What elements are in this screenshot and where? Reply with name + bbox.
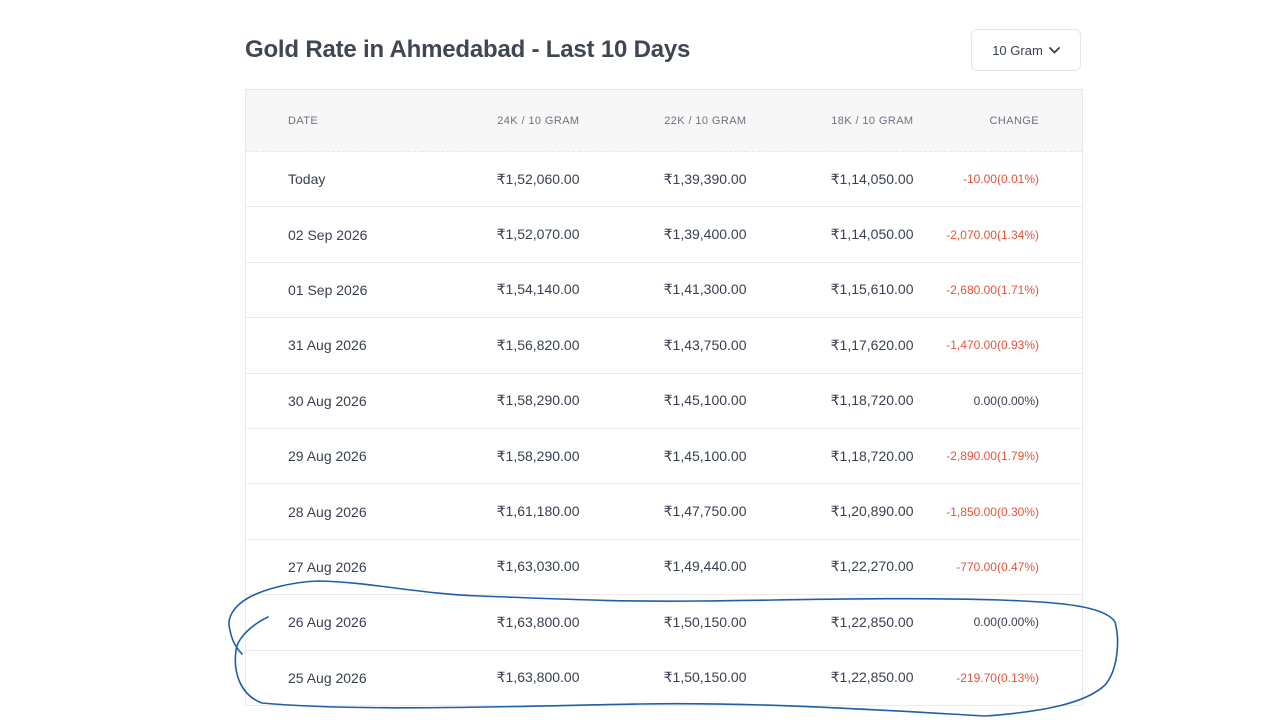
chevron-down-icon (1048, 46, 1060, 54)
table-row: 27 Aug 2026 ₹1,63,030.00 ₹1,49,440.00 ₹1,22… (245, 539, 1083, 595)
row-rate-22k: ₹1,50,150.00 (663, 613, 747, 630)
row-rate-22k: ₹1,41,300.00 (663, 281, 747, 298)
table-row: 25 Aug 2026 ₹1,63,800.00 ₹1,50,150.00 ₹1,22… (245, 650, 1083, 706)
row-change: -219.70(0.13%) (913, 650, 1083, 706)
row-date: 26 Aug 2026 (245, 594, 421, 651)
row-rate-18k: ₹1,22,270.00 (830, 558, 914, 575)
row-change: -2,890.00(1.79%) (913, 428, 1083, 484)
row-rate-24k: ₹1,63,030.00 (496, 558, 580, 575)
row-rate-24k: ₹1,63,800.00 (496, 613, 580, 630)
row-date: 30 Aug 2026 (245, 373, 421, 429)
row-rate-24k: ₹1,54,140.00 (496, 281, 580, 298)
row-rate-24k: ₹1,61,180.00 (496, 503, 580, 520)
row-rate-24k: ₹1,63,800.00 (496, 669, 580, 686)
table-row: 01 Sep 2026 ₹1,54,140.00 ₹1,41,300.00 ₹1,15… (245, 262, 1083, 318)
row-change: 0.00(0.00%) (913, 594, 1083, 651)
row-rate-18k: ₹1,14,050.00 (830, 226, 914, 243)
unit-select-dropdown[interactable]: 10 Gram (971, 29, 1081, 71)
row-date: 28 Aug 2026 (245, 483, 421, 540)
column-header-22k: 22K / 10 GRAM (579, 89, 747, 152)
unit-select-value: 10 Gram (992, 42, 1043, 58)
row-rate-18k: ₹1,14,050.00 (830, 170, 914, 187)
row-change: 0.00(0.00%) (913, 373, 1083, 429)
row-date: 02 Sep 2026 (245, 206, 421, 263)
table-row: 26 Aug 2026 ₹1,63,800.00 ₹1,50,150.00 ₹1,22… (245, 594, 1083, 651)
row-date: Today (245, 151, 421, 207)
row-rate-22k: ₹1,50,150.00 (663, 669, 747, 686)
page-title: Gold Rate in Ahmedabad - Last 10 Days (245, 36, 691, 63)
row-rate-24k: ₹1,58,290.00 (496, 392, 580, 409)
row-date: 01 Sep 2026 (245, 262, 421, 318)
row-change: -2,680.00(1.71%) (913, 262, 1083, 318)
row-rate-18k: ₹1,18,720.00 (830, 447, 914, 464)
row-rate-22k: ₹1,39,400.00 (663, 226, 747, 243)
table-header-row: DATE 24K / 10 GRAM 22K / 10 GRAM 18K / 1… (245, 89, 1083, 152)
column-header-change: CHANGE (913, 89, 1083, 152)
column-header-18k: 18K / 10 GRAM (746, 89, 914, 152)
table-body: Today ₹1,52,060.00 ₹1,39,390.00 ₹1,14,050.0… (245, 151, 1083, 706)
row-rate-22k: ₹1,45,100.00 (663, 447, 747, 464)
table-row: Today ₹1,52,060.00 ₹1,39,390.00 ₹1,14,050.0… (245, 151, 1083, 207)
row-rate-22k: ₹1,39,390.00 (663, 170, 747, 187)
row-rate-18k: ₹1,20,890.00 (830, 503, 914, 520)
table-row: 02 Sep 2026 ₹1,52,070.00 ₹1,39,400.00 ₹1,14… (245, 206, 1083, 263)
row-change: -770.00(0.47%) (913, 539, 1083, 595)
row-rate-22k: ₹1,43,750.00 (663, 336, 747, 353)
row-rate-24k: ₹1,58,290.00 (496, 447, 580, 464)
row-rate-18k: ₹1,15,610.00 (830, 281, 914, 298)
row-rate-24k: ₹1,52,070.00 (496, 226, 580, 243)
row-rate-24k: ₹1,52,060.00 (496, 170, 580, 187)
column-header-24k: 24K / 10 GRAM (420, 89, 580, 152)
row-change: -2,070.00(1.34%) (913, 206, 1083, 263)
row-change: -1,850.00(0.30%) (913, 483, 1083, 540)
table-row: 31 Aug 2026 ₹1,56,820.00 ₹1,43,750.00 ₹1,17… (245, 317, 1083, 374)
row-rate-18k: ₹1,22,850.00 (830, 669, 914, 686)
table-row: 30 Aug 2026 ₹1,58,290.00 ₹1,45,100.00 ₹1,18… (245, 373, 1083, 429)
row-change: -1,470.00(0.93%) (913, 317, 1083, 374)
gold-rate-table: DATE 24K / 10 GRAM 22K / 10 GRAM 18K / 1… (245, 89, 1083, 706)
table-row: 28 Aug 2026 ₹1,61,180.00 ₹1,47,750.00 ₹1,20… (245, 483, 1083, 540)
row-date: 29 Aug 2026 (245, 428, 421, 484)
row-date: 31 Aug 2026 (245, 317, 421, 374)
table-row: 29 Aug 2026 ₹1,58,290.00 ₹1,45,100.00 ₹1,18… (245, 428, 1083, 484)
row-change: -10.00(0.01%) (913, 151, 1083, 207)
row-rate-18k: ₹1,18,720.00 (830, 392, 914, 409)
row-rate-18k: ₹1,22,850.00 (830, 613, 914, 630)
column-header-date: DATE (245, 89, 421, 152)
row-rate-22k: ₹1,49,440.00 (663, 558, 747, 575)
row-rate-22k: ₹1,47,750.00 (663, 503, 747, 520)
row-date: 27 Aug 2026 (245, 539, 421, 595)
row-rate-18k: ₹1,17,620.00 (830, 336, 914, 353)
row-rate-24k: ₹1,56,820.00 (496, 336, 580, 353)
row-date: 25 Aug 2026 (245, 650, 421, 706)
row-rate-22k: ₹1,45,100.00 (663, 392, 747, 409)
